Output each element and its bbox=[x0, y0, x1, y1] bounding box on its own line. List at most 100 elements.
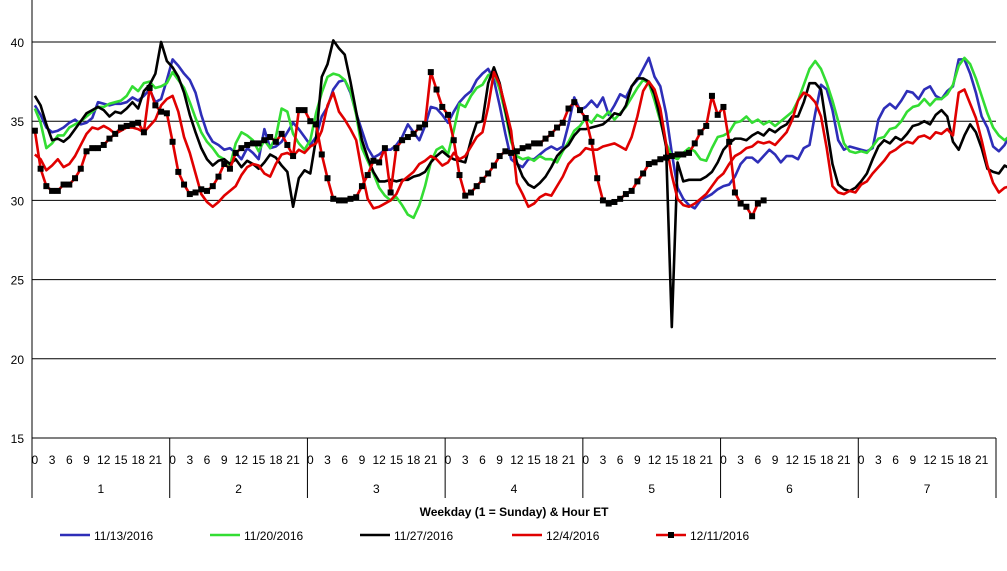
legend-label: 11/13/2016 bbox=[94, 529, 153, 543]
data-point-marker bbox=[599, 197, 606, 204]
x-hour-tick-label: 12 bbox=[923, 453, 937, 467]
x-hour-tick-label: 0 bbox=[582, 453, 589, 467]
data-point-marker bbox=[100, 141, 107, 148]
data-point-marker bbox=[634, 178, 641, 185]
data-point-marker bbox=[622, 191, 629, 198]
x-day-label: 7 bbox=[924, 482, 931, 496]
data-point-marker bbox=[496, 153, 503, 160]
legend-label: 12/11/2016 bbox=[690, 529, 749, 543]
data-point-marker bbox=[697, 129, 704, 136]
x-hour-tick-label: 3 bbox=[462, 453, 469, 467]
data-point-marker bbox=[519, 145, 526, 152]
x-hour-tick-label: 21 bbox=[700, 453, 714, 467]
data-point-marker bbox=[542, 135, 549, 142]
x-day-label: 6 bbox=[786, 482, 793, 496]
data-point-marker bbox=[324, 175, 331, 182]
data-point-marker bbox=[54, 187, 61, 194]
y-tick-label: 15 bbox=[11, 432, 25, 446]
data-point-marker bbox=[376, 159, 383, 166]
x-hour-tick-label: 12 bbox=[648, 453, 662, 467]
data-point-marker bbox=[301, 107, 308, 114]
x-hour-tick-label: 15 bbox=[390, 453, 404, 467]
data-point-marker bbox=[588, 138, 595, 145]
data-point-marker bbox=[186, 191, 193, 198]
data-point-marker bbox=[645, 160, 652, 167]
x-hour-tick-label: 0 bbox=[445, 453, 452, 467]
data-point-marker bbox=[617, 195, 624, 202]
data-point-marker bbox=[66, 181, 73, 188]
data-point-marker bbox=[37, 165, 44, 172]
x-hour-tick-label: 9 bbox=[221, 453, 228, 467]
data-point-marker bbox=[381, 145, 388, 152]
x-hour-tick-label: 9 bbox=[634, 453, 641, 467]
x-day-label: 3 bbox=[373, 482, 380, 496]
x-day-label: 4 bbox=[511, 482, 518, 496]
data-point-marker bbox=[399, 137, 406, 144]
data-point-marker bbox=[726, 138, 733, 145]
series-line-2 bbox=[33, 39, 1007, 329]
y-tick-label: 20 bbox=[11, 353, 25, 367]
y-gridlines bbox=[32, 41, 996, 360]
x-hour-tick-label: 9 bbox=[359, 453, 366, 467]
data-point-marker bbox=[146, 84, 153, 91]
data-point-marker bbox=[358, 183, 365, 190]
data-point-marker bbox=[576, 107, 583, 114]
x-hour-tick-label: 9 bbox=[772, 453, 779, 467]
legend-item: 11/27/2016 bbox=[360, 529, 453, 543]
data-point-marker bbox=[686, 149, 693, 156]
data-point-marker bbox=[450, 137, 457, 144]
data-point-marker bbox=[158, 108, 165, 115]
data-point-marker bbox=[169, 138, 176, 145]
legend-label: 11/27/2016 bbox=[394, 529, 453, 543]
x-axis-label: Weekday (1 = Sunday) & Hour ET bbox=[420, 505, 609, 519]
data-point-marker bbox=[198, 186, 205, 193]
x-hour-tick-label: 18 bbox=[682, 453, 696, 467]
x-hour-tick-label: 15 bbox=[527, 453, 541, 467]
data-point-marker bbox=[31, 127, 38, 134]
data-point-marker bbox=[335, 197, 342, 204]
data-point-marker bbox=[72, 175, 79, 182]
data-point-marker bbox=[674, 151, 681, 158]
data-point-marker bbox=[290, 153, 297, 160]
data-point-marker bbox=[559, 119, 566, 126]
data-point-marker bbox=[221, 160, 228, 167]
data-point-marker bbox=[611, 198, 618, 205]
data-point-marker bbox=[680, 151, 687, 158]
data-point-marker bbox=[318, 151, 325, 158]
data-point-marker bbox=[89, 145, 96, 152]
x-day-label: 2 bbox=[235, 482, 242, 496]
x-hour-tick-label: 0 bbox=[858, 453, 865, 467]
data-point-marker bbox=[226, 165, 233, 172]
legend: 11/13/2016 11/20/2016 11/27/2016 12/4/2016 1… bbox=[60, 529, 749, 543]
data-point-marker bbox=[330, 195, 337, 202]
data-point-marker bbox=[485, 170, 492, 177]
data-point-marker bbox=[387, 189, 394, 196]
x-hour-tick-label: 3 bbox=[49, 453, 56, 467]
data-point-marker bbox=[49, 187, 56, 194]
data-point-marker bbox=[410, 130, 417, 137]
x-hour-tick-label: 6 bbox=[617, 453, 624, 467]
data-point-marker bbox=[106, 135, 113, 142]
data-point-marker bbox=[531, 140, 538, 147]
data-point-marker bbox=[467, 189, 474, 196]
data-point-marker bbox=[295, 107, 302, 114]
legend-item: 12/11/2016 bbox=[656, 529, 749, 543]
x-hour-tick-label: 12 bbox=[510, 453, 524, 467]
x-hour-tick-label: 3 bbox=[186, 453, 193, 467]
data-point-marker bbox=[83, 148, 90, 155]
data-point-marker bbox=[462, 192, 469, 199]
x-hour-tick-label: 18 bbox=[407, 453, 421, 467]
x-hour-tick-label: 12 bbox=[235, 453, 249, 467]
data-point-marker bbox=[737, 200, 744, 207]
x-hour-tick-label: 21 bbox=[975, 453, 989, 467]
x-hour-tick-label: 6 bbox=[204, 453, 211, 467]
data-point-marker bbox=[393, 145, 400, 152]
y-tick-label: 25 bbox=[11, 274, 25, 288]
x-hour-tick-label: 0 bbox=[169, 453, 176, 467]
data-point-marker bbox=[123, 122, 130, 129]
legend-marker bbox=[668, 532, 674, 538]
x-hour-tick-label: 6 bbox=[66, 453, 73, 467]
data-point-marker bbox=[112, 130, 119, 137]
data-point-marker bbox=[422, 121, 429, 128]
